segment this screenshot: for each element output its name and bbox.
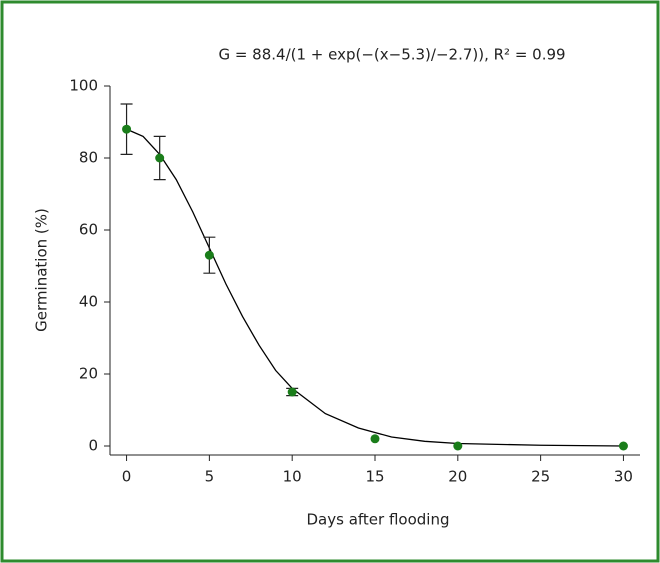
y-tick-label: 20 [79, 365, 98, 383]
x-tick-label: 10 [283, 468, 302, 486]
data-point [370, 434, 380, 444]
x-tick-label: 25 [531, 468, 550, 486]
y-axis-label: Germination (%) [33, 208, 51, 332]
y-tick-label: 0 [88, 437, 98, 455]
y-tick-label: 40 [79, 293, 98, 311]
data-point [204, 250, 214, 260]
y-tick-label: 80 [79, 149, 98, 167]
x-axis-label: Days after flooding [307, 511, 450, 529]
fit-curve [126, 128, 624, 447]
data-point [287, 387, 297, 397]
y-tick-label: 60 [79, 221, 98, 239]
x-tick-label: 30 [614, 468, 633, 486]
data-point [618, 441, 628, 451]
x-tick-label: 5 [205, 468, 215, 486]
x-tick-label: 15 [365, 468, 384, 486]
data-point [155, 153, 165, 163]
data-point [122, 124, 132, 134]
chart-title: G = 88.4/(1 + exp(−(x−5.3)/−2.7)), R² = … [218, 46, 565, 64]
y-tick-label: 100 [69, 77, 98, 95]
data-point [453, 441, 463, 451]
x-tick-label: 20 [448, 468, 467, 486]
x-tick-label: 0 [122, 468, 132, 486]
